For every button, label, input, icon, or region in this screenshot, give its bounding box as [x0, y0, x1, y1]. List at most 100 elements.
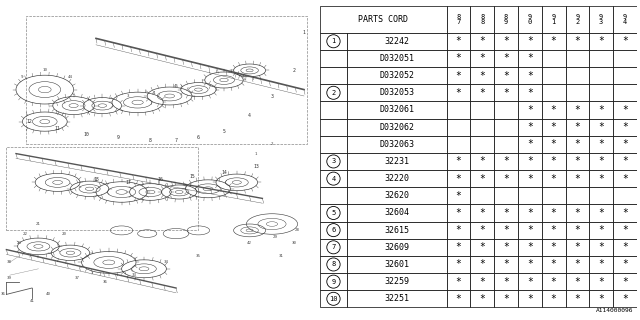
Text: 45: 45	[173, 84, 179, 88]
Bar	[518, 204, 541, 221]
Bar	[613, 290, 637, 308]
Bar	[589, 239, 613, 256]
Bar	[566, 6, 589, 33]
Text: 21: 21	[36, 222, 41, 226]
Text: 16: 16	[157, 177, 163, 182]
Text: 32220: 32220	[385, 174, 410, 183]
Bar	[589, 67, 613, 84]
Bar	[447, 187, 470, 204]
Text: *: *	[598, 122, 604, 132]
Text: 32251: 32251	[385, 294, 410, 303]
Text: *: *	[456, 156, 461, 166]
Bar	[566, 273, 589, 290]
Bar	[470, 101, 494, 118]
Bar	[470, 273, 494, 290]
Text: 8
9: 8 9	[504, 14, 508, 25]
Bar	[447, 6, 470, 33]
Bar	[518, 136, 541, 153]
Text: 9
3: 9 3	[599, 14, 604, 25]
Text: 35: 35	[196, 254, 201, 258]
Bar	[589, 101, 613, 118]
Text: *: *	[598, 208, 604, 218]
Text: 13: 13	[253, 164, 259, 169]
Text: 36: 36	[1, 292, 6, 296]
Text: *: *	[503, 294, 509, 304]
Bar	[541, 239, 566, 256]
Bar	[541, 273, 566, 290]
Text: *: *	[598, 260, 604, 269]
Text: 32609: 32609	[385, 243, 410, 252]
Bar	[541, 204, 566, 221]
Text: 6: 6	[197, 135, 200, 140]
Text: 1: 1	[255, 152, 257, 156]
Bar	[566, 67, 589, 84]
Text: *: *	[550, 36, 557, 46]
Text: 38: 38	[7, 260, 12, 264]
Text: *: *	[598, 156, 604, 166]
Bar	[566, 187, 589, 204]
Text: *: *	[479, 174, 485, 184]
Text: D032051: D032051	[380, 54, 414, 63]
Bar	[320, 153, 347, 170]
Text: *: *	[456, 191, 461, 201]
Bar	[541, 170, 566, 187]
Text: 3: 3	[271, 93, 273, 99]
Text: 40: 40	[45, 292, 51, 296]
Text: *: *	[527, 71, 533, 81]
Bar	[518, 6, 541, 33]
Bar	[613, 221, 637, 239]
Text: *: *	[527, 260, 533, 269]
Bar	[541, 136, 566, 153]
Text: *: *	[479, 242, 485, 252]
Bar	[494, 170, 518, 187]
Bar	[613, 170, 637, 187]
Text: 44: 44	[68, 75, 73, 79]
Bar	[494, 118, 518, 136]
Bar	[347, 239, 447, 256]
Text: *: *	[456, 294, 461, 304]
Bar	[494, 290, 518, 308]
Bar	[566, 101, 589, 118]
Text: *: *	[527, 36, 533, 46]
Bar	[566, 136, 589, 153]
Text: 42: 42	[247, 241, 252, 245]
Text: 4: 4	[332, 176, 335, 182]
Text: 32242: 32242	[385, 37, 410, 46]
Text: *: *	[503, 36, 509, 46]
Bar	[320, 136, 347, 153]
Text: 6: 6	[332, 227, 335, 233]
Bar	[494, 239, 518, 256]
Text: 4: 4	[248, 113, 251, 118]
Text: *: *	[598, 36, 604, 46]
Text: A114000096: A114000096	[596, 308, 634, 313]
Bar	[347, 170, 447, 187]
Text: *: *	[622, 139, 628, 149]
Bar	[470, 33, 494, 50]
Bar	[320, 273, 347, 290]
Bar	[518, 101, 541, 118]
Text: 32601: 32601	[385, 260, 410, 269]
Bar	[566, 221, 589, 239]
Text: *: *	[527, 294, 533, 304]
Text: 2: 2	[332, 90, 335, 96]
Text: *: *	[527, 174, 533, 184]
Bar	[518, 118, 541, 136]
Bar	[589, 204, 613, 221]
Text: *: *	[479, 294, 485, 304]
Text: 11: 11	[55, 125, 60, 131]
Text: 9
2: 9 2	[575, 14, 580, 25]
Text: 18: 18	[93, 177, 99, 182]
Bar	[566, 50, 589, 67]
Text: *: *	[527, 88, 533, 98]
Text: 23: 23	[17, 241, 22, 245]
Text: *: *	[479, 276, 485, 287]
Text: *: *	[456, 208, 461, 218]
Bar	[589, 136, 613, 153]
Text: *: *	[479, 156, 485, 166]
Bar	[518, 50, 541, 67]
Text: D032063: D032063	[380, 140, 414, 149]
Text: *: *	[550, 276, 557, 287]
Bar	[494, 101, 518, 118]
Bar	[470, 153, 494, 170]
Bar	[470, 221, 494, 239]
